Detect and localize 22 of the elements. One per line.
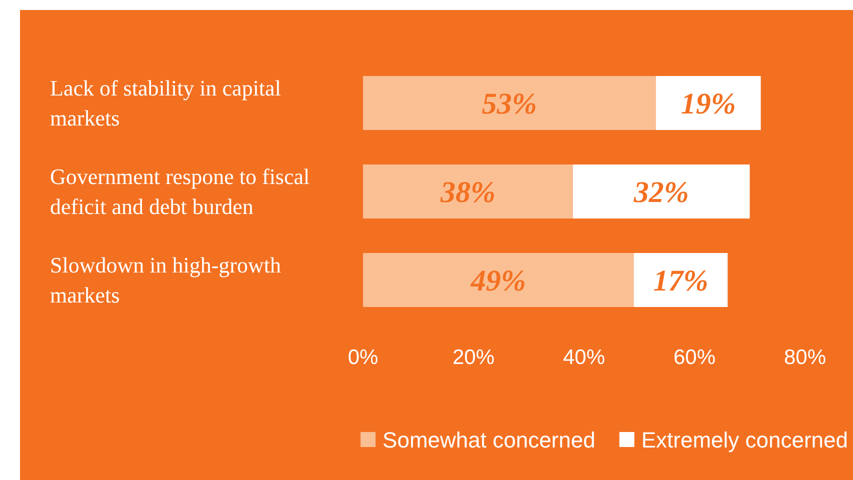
x-tick-label: 0% [348,346,378,369]
bar [572,164,750,218]
x-tick-label: 40% [562,346,606,369]
data-label: 32% [632,176,689,209]
x-tick-label: 20% [452,346,495,369]
y-tick-label: Lack of stability in capital markets [50,76,281,131]
y-tick-label: Government respone to fiscal deficit and debt burden [50,164,310,220]
bar [634,253,728,307]
x-tick-label: 60% [673,346,716,369]
bar [363,164,573,218]
bar [363,76,656,130]
bar [656,76,761,130]
data-label: 49% [470,264,526,298]
legend-label: Extremely concerned [641,428,848,453]
data-label: 19% [680,88,736,120]
x-tick-label: 80% [784,346,826,369]
data-label: 38% [439,176,496,209]
bar [363,253,634,307]
y-tick-label: Slowdown in high-growth markets [50,252,281,308]
data-label: 53% [482,88,537,120]
legend-label: Somewhat concerned [382,428,596,453]
data-label: 17% [653,264,708,298]
